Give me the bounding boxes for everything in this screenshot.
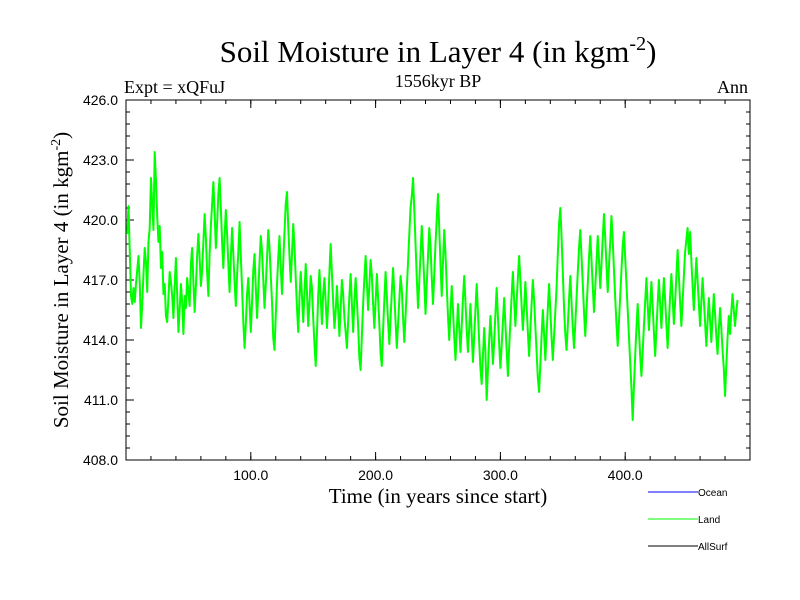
season-label: Ann	[717, 77, 748, 97]
y-tick-label: 408.0	[83, 452, 118, 468]
x-tick-label: 300.0	[483, 467, 518, 483]
y-axis: 408.0 411.0 414.0 417.0 420.0 423.0 426.0	[83, 92, 750, 468]
x-axis: 100.0 200.0 300.0 400.0	[150, 100, 726, 483]
chart-title: Soil Moisture in Layer 4 (in kgm-2)	[220, 33, 657, 69]
legend-item-land: Land	[648, 515, 720, 526]
y-tick-label: 414.0	[83, 332, 118, 348]
y-tick-label: 426.0	[83, 92, 118, 108]
period-label: 1556kyr BP	[395, 71, 482, 91]
legend-item-allsurf: AllSurf	[648, 542, 728, 553]
y-axis-title: Soil Moisture in Layer 4 (in kgm-2)	[49, 132, 73, 428]
plot-area	[125, 99, 751, 461]
experiment-label: Expt = xQFuJ	[124, 77, 225, 97]
y-tick-label: 417.0	[83, 272, 118, 288]
x-tick-label: 400.0	[608, 467, 643, 483]
legend-label: AllSurf	[698, 542, 728, 553]
series-layer	[126, 151, 739, 421]
legend: Ocean Land AllSurf	[648, 488, 728, 553]
y-tick-label: 423.0	[83, 152, 118, 168]
legend-label: Ocean	[698, 488, 727, 499]
x-tick-label: 100.0	[233, 467, 268, 483]
x-tick-label: 200.0	[358, 467, 393, 483]
x-axis-title: Time (in years since start)	[329, 484, 548, 508]
series-line-land	[126, 151, 739, 421]
y-tick-label: 420.0	[83, 212, 118, 228]
y-tick-label: 411.0	[84, 392, 118, 408]
legend-item-ocean: Ocean	[648, 488, 727, 499]
legend-label: Land	[698, 515, 720, 526]
